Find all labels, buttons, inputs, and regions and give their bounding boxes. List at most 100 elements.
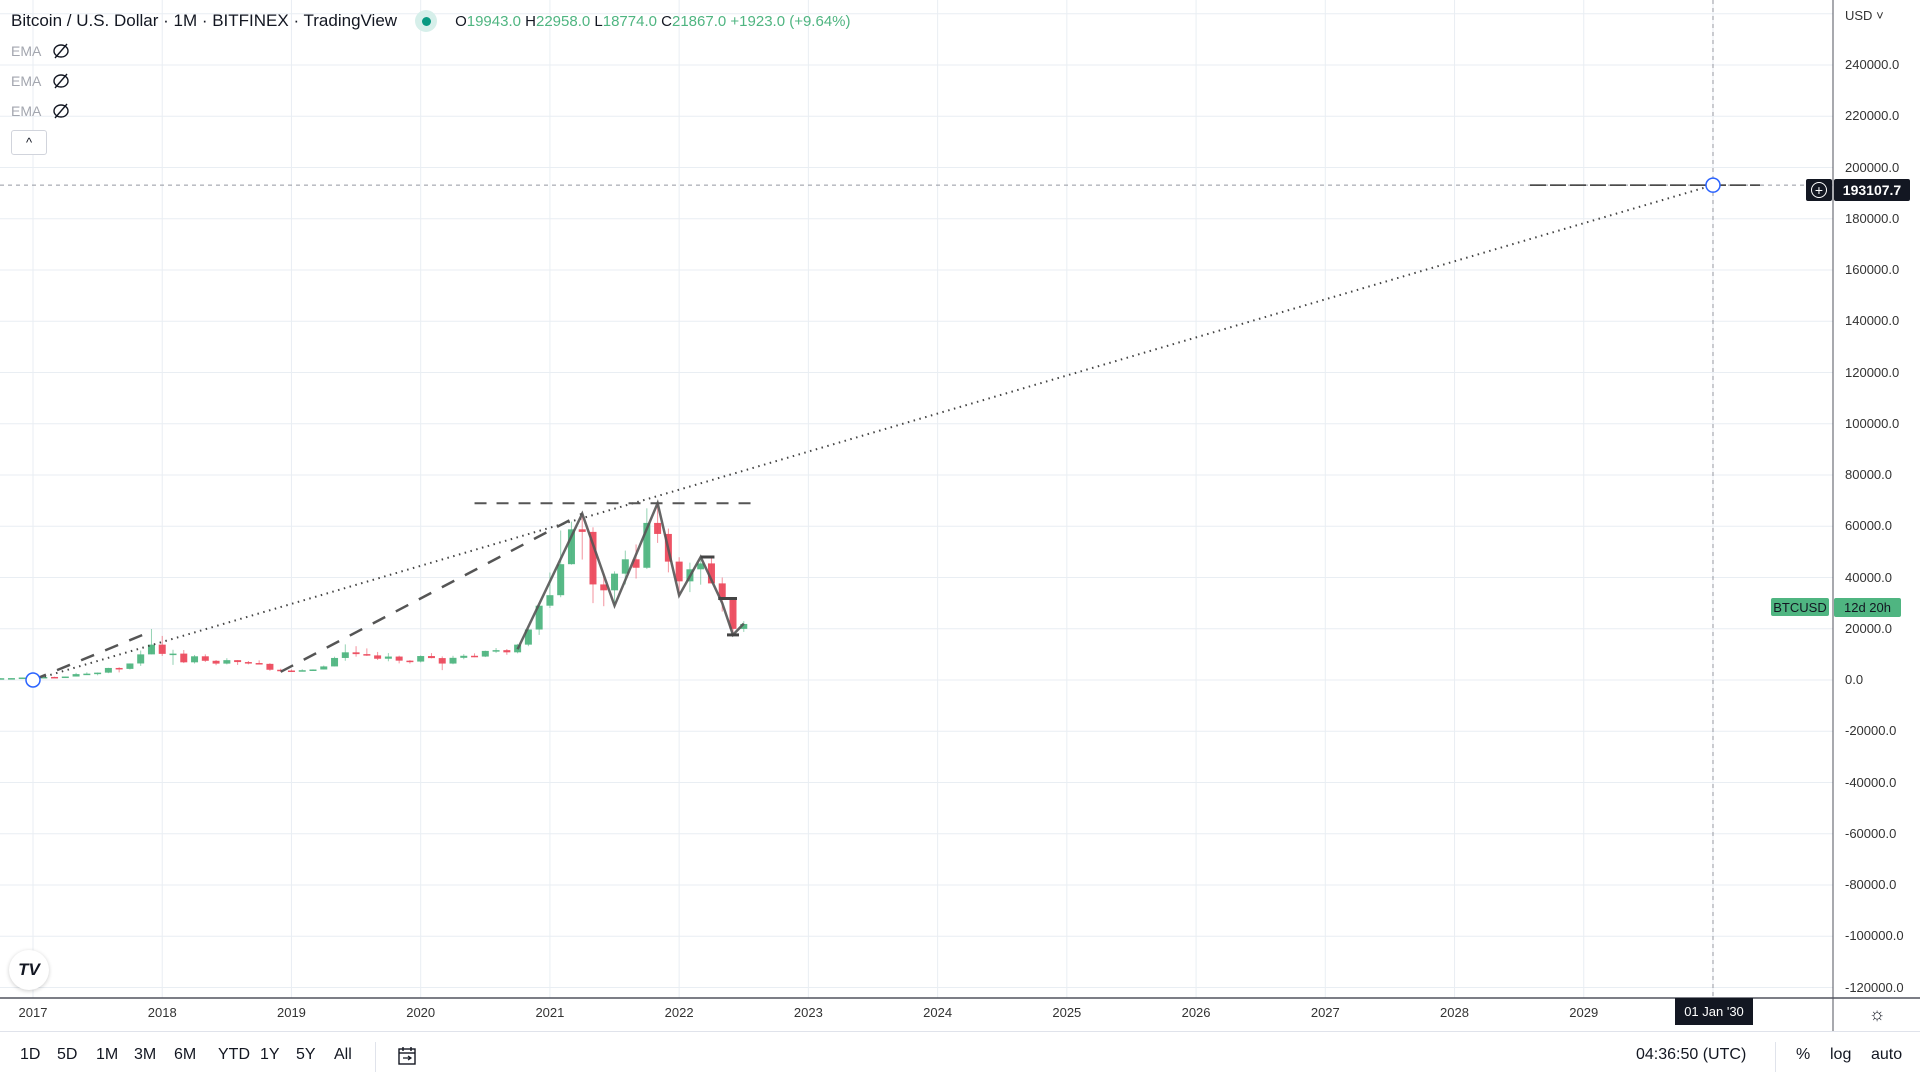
candle-body [309,669,317,671]
price-tick: -60000.0 [1845,825,1897,841]
price-tick: 100000.0 [1845,415,1900,431]
candle-body [643,522,651,568]
range-button-ytd[interactable]: YTD [218,1046,250,1063]
zigzag-pattern [516,499,745,650]
auto-scale-toggle[interactable]: auto [1871,1046,1903,1063]
eye-off-icon[interactable] [51,72,71,90]
candle-body [611,573,619,591]
candle-body [298,670,306,672]
candle-body [557,564,565,596]
range-button-all[interactable]: All [334,1046,352,1063]
time-tick: 2024 [923,1005,953,1020]
candle-body [83,673,91,676]
candle-body [438,658,446,664]
crosshair-date-label: 01 Jan '30 [1675,998,1753,1025]
candle-body [320,666,328,670]
range-button-5y[interactable]: 5Y [296,1046,316,1063]
price-tick: 160000.0 [1845,262,1900,277]
candle-body [729,598,737,629]
range-button-1d[interactable]: 1D [20,1046,41,1063]
indicator-label: EMA [11,43,42,59]
indicator-ema-1[interactable]: EMA [11,42,71,60]
candle-body [7,678,15,680]
log-scale-toggle[interactable]: log [1830,1046,1852,1063]
anchor-handle-end[interactable] [1705,177,1721,193]
candle-body [0,678,5,680]
price-tick: 140000.0 [1845,313,1900,329]
anchor-handle-start[interactable] [25,672,41,688]
range-button-3m[interactable]: 3M [134,1046,157,1063]
divider [375,1042,376,1072]
percent-scale-toggle[interactable]: % [1796,1046,1811,1063]
candle-body [40,676,48,679]
candle-body [697,563,705,570]
price-tick: 0.0 [1845,672,1864,687]
candle-body [72,674,80,677]
price-tick: 200000.0 [1845,159,1900,175]
market-status-icon[interactable] [415,10,438,32]
add-alert-button[interactable]: + [1806,179,1832,201]
time-tick: 2027 [1310,1005,1340,1020]
price-tick: 60000.0 [1845,518,1892,534]
price-chart[interactable] [0,0,1920,1031]
trend-line-dashed [32,630,152,682]
candle-body [740,623,748,629]
eye-off-icon[interactable] [51,42,71,60]
divider [1775,1042,1776,1072]
candle-body [449,657,457,664]
eye-off-icon[interactable] [51,102,71,120]
price-tick: -20000.0 [1845,723,1897,739]
price-tick: -120000.0 [1845,979,1904,995]
collapse-legend-button[interactable]: ^ [11,130,47,155]
time-tick: 2020 [406,1005,436,1020]
time-tick: 2018 [147,1005,177,1020]
candle-body [169,653,177,656]
candle-body [234,660,242,663]
indicator-ema-3[interactable]: EMA [11,102,71,120]
bar-countdown-label: 12d 20h [1834,598,1901,617]
candle-body [417,656,425,662]
price-tick: 80000.0 [1845,467,1892,482]
candle-body [255,663,263,665]
tradingview-logo[interactable]: TV [9,950,49,990]
currency-selector[interactable]: USD ˅ [1845,8,1884,23]
candle-body [654,522,662,534]
symbol-legend: Bitcoin / U.S. Dollar · 1M · BITFINEX · … [11,10,851,32]
candle-body [621,559,629,574]
candle-body [384,656,392,659]
price-tick: 120000.0 [1845,364,1900,380]
clock-timezone[interactable]: 04:36:50 (UTC) [1636,1046,1747,1063]
candle-body [18,677,26,680]
price-tick: 20000.0 [1845,620,1892,636]
range-button-5d[interactable]: 5D [57,1046,78,1063]
time-tick: 2029 [1569,1005,1599,1020]
trend-line-dotted [32,184,1714,681]
price-tick: -100000.0 [1845,928,1904,944]
candle-body [600,584,608,591]
candle-body [567,529,575,565]
price-tick: 180000.0 [1845,210,1900,226]
settings-icon[interactable]: ☼ [1868,1004,1886,1024]
indicator-label: EMA [11,103,42,119]
candle-body [212,660,220,664]
range-button-1m[interactable]: 1M [96,1046,119,1063]
candle-body [287,670,295,673]
range-button-1y[interactable]: 1Y [260,1046,280,1063]
candle-body [632,559,640,568]
candle-body [115,667,123,670]
time-tick: 2028 [1440,1005,1469,1020]
indicator-ema-2[interactable]: EMA [11,72,71,90]
time-tick: 2021 [535,1005,565,1020]
time-tick: 2023 [793,1005,823,1020]
candle-body [492,650,500,652]
candle-body [126,663,134,669]
price-tick: -80000.0 [1845,877,1897,892]
symbol-title[interactable]: Bitcoin / U.S. Dollar · 1M · BITFINEX · … [11,11,398,30]
candle-body [471,655,479,658]
indicator-label: EMA [11,73,42,89]
candle-body [589,531,597,585]
range-button-6m[interactable]: 6M [174,1046,197,1063]
candle-body [104,667,112,673]
calendar-goto-icon[interactable] [396,1045,418,1067]
candle-body [707,563,715,584]
